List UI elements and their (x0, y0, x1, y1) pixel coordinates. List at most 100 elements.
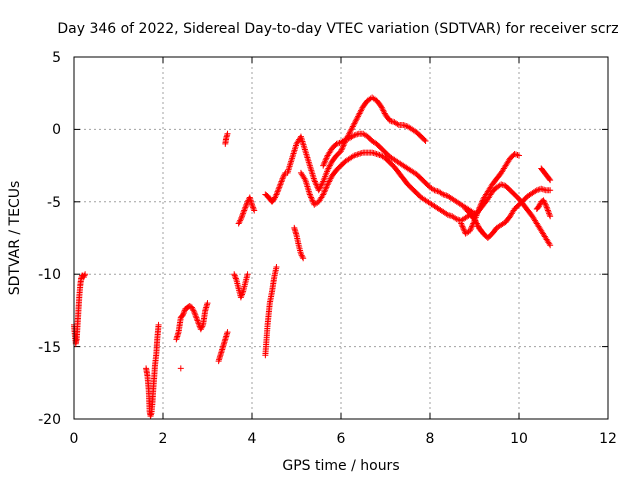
data-point (438, 190, 445, 197)
data-point (350, 122, 357, 129)
data-point (277, 181, 284, 188)
data-point (349, 124, 356, 131)
x-tick-label: 12 (599, 431, 617, 447)
data-point (181, 308, 188, 315)
data-point (315, 187, 322, 194)
data-point (224, 329, 231, 336)
data-point (422, 137, 429, 144)
data-point (321, 188, 328, 195)
y-axis-label: SDTVAR / TECUs (7, 181, 23, 296)
data-point (536, 201, 543, 208)
x-tick-label: 8 (426, 431, 435, 447)
data-point (536, 203, 543, 210)
data-point (271, 194, 278, 201)
data-point (547, 242, 554, 249)
data-point (224, 130, 231, 137)
data-point (340, 137, 347, 144)
data-point (546, 211, 553, 218)
data-point (339, 145, 346, 152)
data-point (275, 185, 282, 192)
data-point (308, 194, 315, 201)
data-point (355, 111, 362, 118)
data-point (421, 136, 428, 143)
data-point (349, 133, 356, 140)
data-point (545, 208, 552, 215)
data-point (544, 207, 551, 214)
data-point (352, 117, 359, 124)
data-point (250, 206, 257, 213)
data-point (459, 223, 466, 230)
data-point (204, 300, 211, 307)
data-point (320, 190, 327, 197)
data-point (540, 197, 547, 204)
data-point (232, 274, 239, 281)
data-point (458, 220, 465, 227)
data-point (155, 321, 162, 328)
data-point (80, 274, 87, 281)
data-point (276, 184, 283, 191)
data-point (468, 224, 475, 231)
x-tick-label: 2 (159, 431, 168, 447)
data-point (467, 226, 474, 233)
data-point (473, 220, 480, 227)
data-point (249, 201, 255, 208)
data-point (532, 188, 539, 195)
data-point (326, 177, 333, 184)
data-point (189, 305, 196, 312)
data-point (281, 171, 288, 178)
y-tick-label: -10 (38, 267, 61, 283)
x-tick-label: 0 (70, 431, 79, 447)
data-point (242, 204, 249, 211)
data-point (271, 195, 278, 202)
data-point (274, 190, 281, 197)
data-point (244, 271, 251, 278)
data-point (309, 197, 316, 204)
data-point (81, 272, 88, 279)
data-point (240, 208, 247, 215)
data-point (237, 216, 244, 223)
data-point (231, 271, 238, 278)
data-point (547, 187, 554, 194)
data-point (240, 210, 247, 217)
data-point (307, 193, 314, 200)
data-point (188, 304, 195, 311)
data-point (199, 323, 206, 330)
data-point (541, 200, 548, 207)
grid-lines (74, 57, 608, 419)
data-point (346, 129, 353, 136)
data-point (192, 311, 199, 318)
data-point (272, 193, 279, 200)
x-tick-label: 4 (248, 431, 257, 447)
data-point (346, 130, 353, 137)
data-point (249, 203, 256, 210)
data-point (241, 207, 248, 214)
data-point (280, 172, 287, 179)
data-point (541, 198, 548, 205)
data-point (312, 179, 319, 186)
data-point (236, 219, 243, 226)
data-point (326, 162, 333, 169)
data-point (193, 316, 200, 323)
data-point (327, 175, 334, 182)
y-tick-label: -5 (47, 195, 61, 211)
data-point (280, 174, 287, 181)
data-point (467, 227, 474, 234)
y-tick-label: 5 (52, 50, 61, 66)
data-point (326, 178, 333, 185)
data-point (192, 313, 199, 320)
data-point (238, 291, 245, 298)
data-point (317, 182, 324, 189)
data-point (358, 106, 365, 113)
data-point (298, 252, 305, 259)
data-point (468, 223, 475, 230)
data-point (452, 215, 459, 222)
data-point (197, 326, 204, 333)
data-point (516, 152, 522, 159)
data-point (443, 210, 450, 217)
data-point (306, 191, 313, 198)
data-point (324, 182, 331, 189)
data-point (349, 153, 356, 160)
data-point (317, 184, 324, 191)
data-point (279, 177, 286, 184)
data-point (327, 161, 334, 168)
